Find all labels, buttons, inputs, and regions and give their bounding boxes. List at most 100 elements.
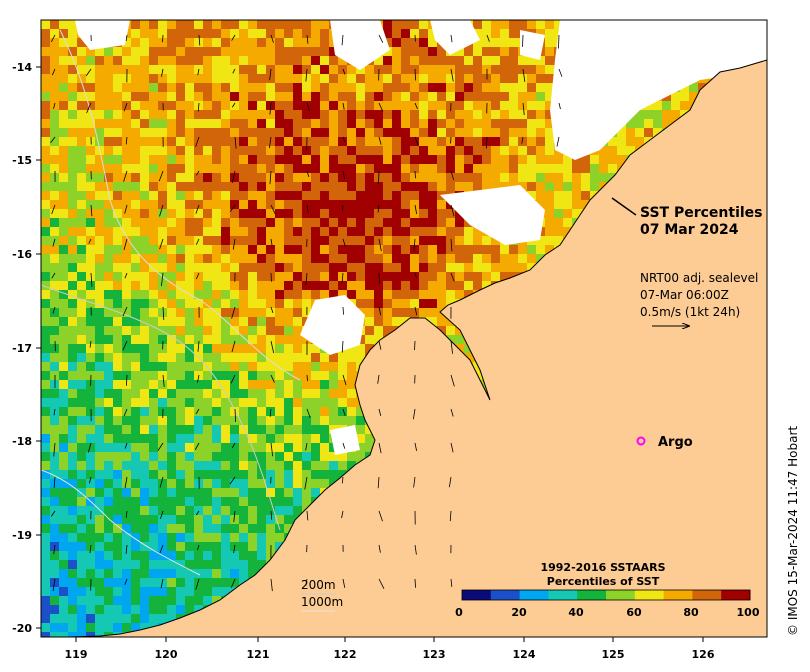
sst-pixel xyxy=(194,281,204,291)
sst-pixel xyxy=(275,191,285,201)
sst-pixel xyxy=(635,128,645,138)
sst-pixel xyxy=(356,155,366,165)
sst-pixel xyxy=(500,29,510,39)
sst-pixel xyxy=(50,38,60,48)
sst-pixel xyxy=(293,245,303,255)
sst-pixel xyxy=(68,497,78,507)
sst-pixel xyxy=(572,200,582,210)
sst-pixel xyxy=(302,200,312,210)
sst-pixel xyxy=(248,560,258,570)
sst-pixel xyxy=(50,92,60,102)
sst-pixel xyxy=(185,155,195,165)
sst-pixel xyxy=(392,299,402,309)
sst-pixel xyxy=(392,191,402,201)
sst-pixel xyxy=(59,47,69,57)
sst-pixel xyxy=(266,119,276,129)
sst-pixel xyxy=(104,533,114,543)
sst-pixel xyxy=(230,164,240,174)
sst-pixel xyxy=(221,281,231,291)
sst-pixel xyxy=(176,227,186,237)
sst-pixel xyxy=(239,47,249,57)
sst-pixel xyxy=(446,164,456,174)
sst-pixel xyxy=(374,263,384,273)
sst-pixel xyxy=(50,569,60,579)
sst-pixel xyxy=(491,137,501,147)
sst-pixel xyxy=(176,470,186,480)
sst-pixel xyxy=(284,497,294,507)
sst-pixel xyxy=(509,110,519,120)
sst-pixel xyxy=(149,380,159,390)
sst-pixel xyxy=(86,173,96,183)
sst-pixel xyxy=(428,200,438,210)
sst-pixel xyxy=(131,263,141,273)
sst-pixel xyxy=(230,560,240,570)
sst-pixel xyxy=(320,353,330,363)
sst-pixel xyxy=(176,83,186,93)
sst-pixel xyxy=(329,83,339,93)
sst-pixel xyxy=(356,137,366,147)
sst-pixel xyxy=(149,191,159,201)
sst-pixel xyxy=(122,569,132,579)
sst-pixel xyxy=(86,182,96,192)
sst-pixel xyxy=(338,461,348,471)
sst-pixel xyxy=(365,299,375,309)
sst-pixel xyxy=(446,209,456,219)
sst-pixel xyxy=(41,416,51,426)
sst-pixel xyxy=(239,443,249,453)
sst-pixel xyxy=(104,155,114,165)
sst-pixel xyxy=(329,137,339,147)
sst-pixel xyxy=(482,56,492,66)
sst-pixel xyxy=(266,200,276,210)
sst-pixel xyxy=(365,137,375,147)
sst-pixel xyxy=(167,20,177,30)
sst-pixel xyxy=(86,434,96,444)
sst-pixel xyxy=(428,227,438,237)
sst-pixel xyxy=(527,254,537,264)
sst-pixel xyxy=(113,200,123,210)
sst-pixel xyxy=(203,560,213,570)
sst-pixel xyxy=(491,173,501,183)
sst-pixel xyxy=(437,74,447,84)
sst-pixel xyxy=(482,29,492,39)
sst-pixel xyxy=(248,29,258,39)
sst-pixel xyxy=(320,290,330,300)
sst-pixel xyxy=(302,497,312,507)
sst-pixel xyxy=(311,470,321,480)
sst-pixel xyxy=(203,425,213,435)
sst-pixel xyxy=(392,56,402,66)
sst-pixel xyxy=(302,119,312,129)
sst-pixel xyxy=(59,407,69,417)
sst-pixel xyxy=(221,452,231,462)
sst-pixel xyxy=(518,20,528,30)
sst-pixel xyxy=(95,506,105,516)
sst-pixel xyxy=(491,164,501,174)
sst-pixel xyxy=(203,443,213,453)
sst-pixel xyxy=(311,209,321,219)
sst-pixel xyxy=(77,560,87,570)
sst-pixel xyxy=(248,569,258,579)
sst-pixel xyxy=(59,164,69,174)
sst-pixel xyxy=(239,74,249,84)
sst-pixel xyxy=(419,38,429,48)
sst-pixel xyxy=(347,110,357,120)
sst-pixel xyxy=(347,227,357,237)
sst-pixel xyxy=(482,173,492,183)
sst-pixel xyxy=(203,65,213,75)
sst-pixel xyxy=(311,236,321,246)
sst-pixel xyxy=(257,551,267,561)
sst-pixel xyxy=(176,101,186,111)
sst-pixel xyxy=(86,128,96,138)
sst-pixel xyxy=(329,209,339,219)
sst-pixel xyxy=(239,164,249,174)
sst-pixel xyxy=(158,515,168,525)
sst-pixel xyxy=(284,362,294,372)
sst-pixel xyxy=(68,236,78,246)
sst-pixel xyxy=(545,83,555,93)
sst-pixel xyxy=(185,299,195,309)
sst-pixel xyxy=(158,20,168,30)
sst-pixel xyxy=(131,281,141,291)
sst-pixel xyxy=(77,74,87,84)
sst-pixel xyxy=(95,470,105,480)
sst-pixel xyxy=(437,119,447,129)
sst-pixel xyxy=(77,335,87,345)
